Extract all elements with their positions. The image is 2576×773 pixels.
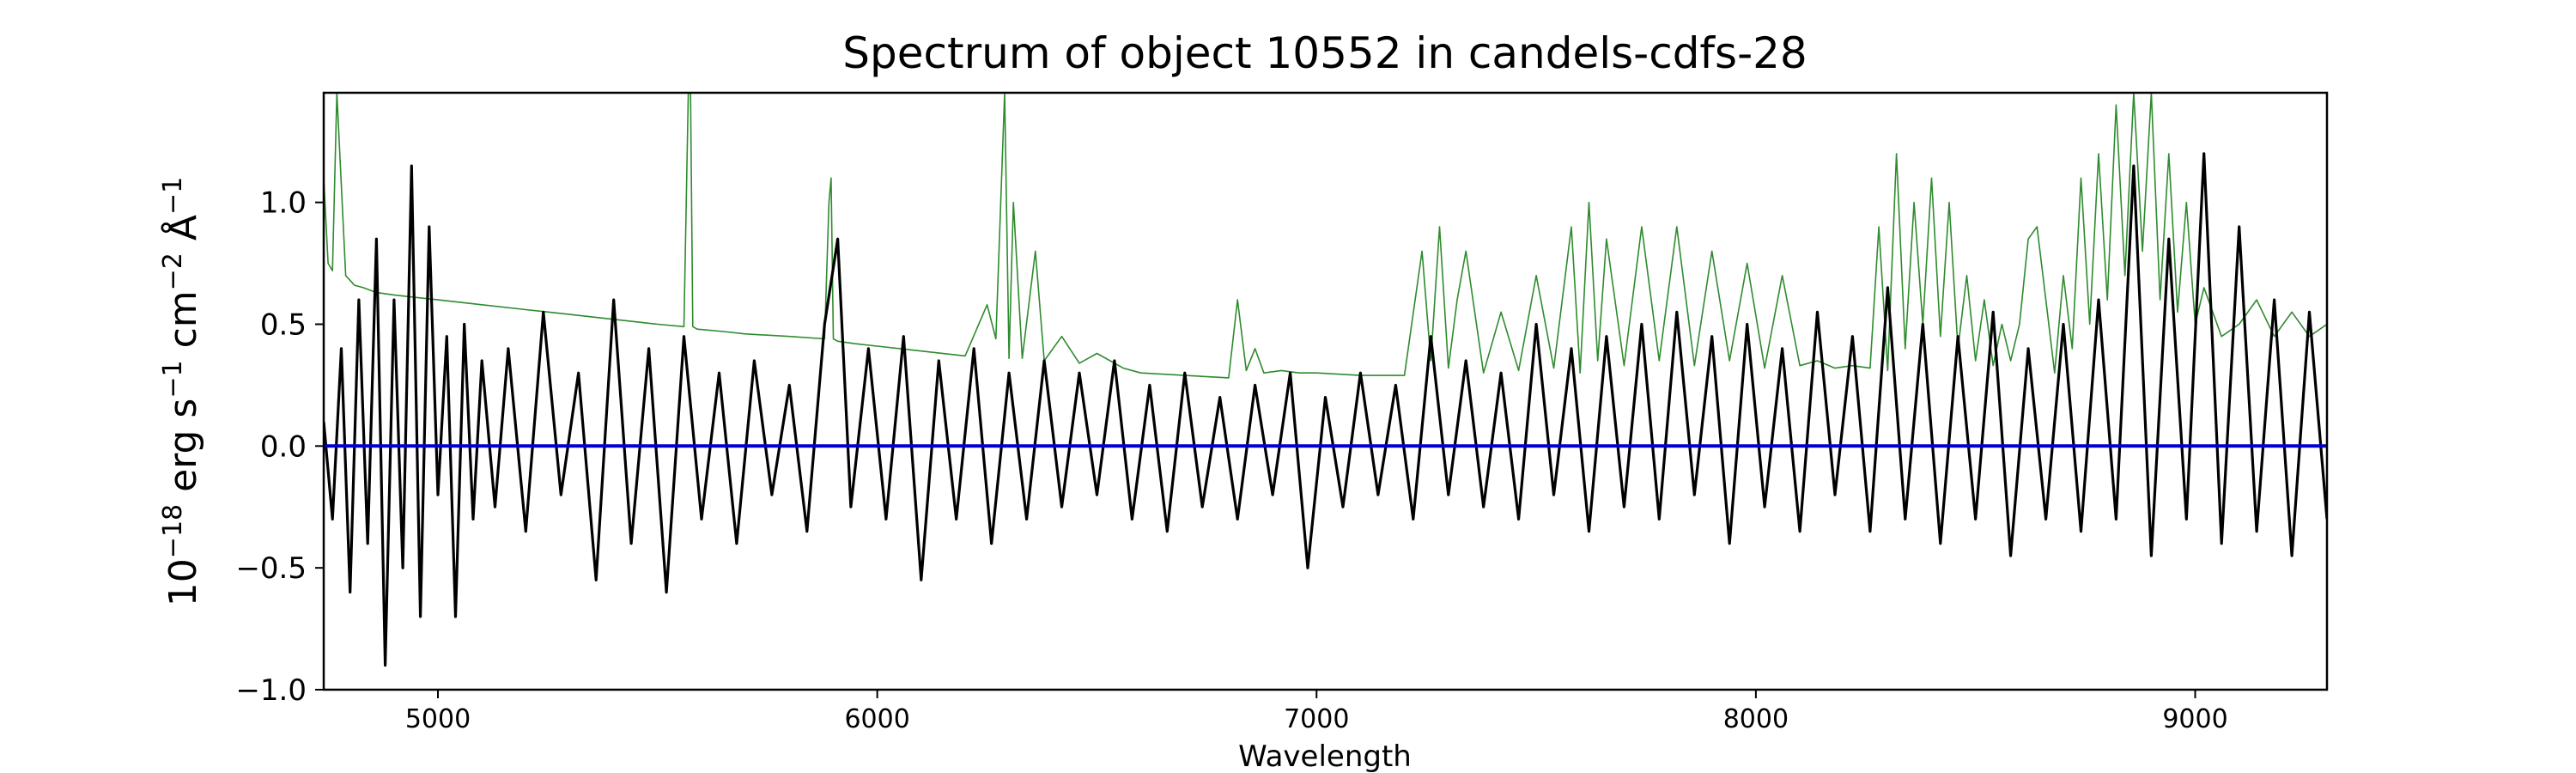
- y-tick-label: 0.0: [260, 429, 307, 464]
- y-label-exp1: −18: [158, 504, 188, 558]
- chart-title: Spectrum of object 10552 in candels-cdfs…: [842, 28, 1807, 78]
- y-label-prefix: 10: [161, 558, 205, 606]
- x-tick-label: 7000: [1284, 704, 1349, 734]
- y-label-unit-c: Å: [160, 215, 205, 253]
- x-axis-ticks: 5000 6000 7000 8000 9000: [405, 690, 2228, 734]
- plot-frame: [322, 91, 2329, 691]
- flux-series-line: [324, 152, 2327, 667]
- y-tick-label: 0.5: [260, 307, 307, 342]
- x-axis-label: Wavelength: [1238, 740, 1412, 773]
- y-label-unit-a: erg s: [161, 399, 205, 504]
- x-tick-label: 9000: [2162, 704, 2227, 734]
- x-tick-label: 8000: [1723, 704, 1789, 734]
- series-layer: [324, 93, 2327, 667]
- y-label-unit-b: cm: [161, 290, 205, 360]
- error-series-line: [324, 93, 2327, 379]
- y-axis-label: 10−18 erg s−1 cm−2 Å−1: [158, 177, 206, 606]
- x-tick-label: 5000: [405, 704, 471, 734]
- y-label-exp3: −2: [158, 253, 188, 290]
- y-tick-label: −1.0: [235, 673, 307, 708]
- x-tick-label: 6000: [844, 704, 909, 734]
- y-axis-ticks: −1.0 −0.5 0.0 0.5 1.0: [235, 186, 324, 708]
- y-tick-label: −0.5: [235, 551, 307, 586]
- y-label-exp4: −1: [158, 177, 188, 215]
- y-tick-label: 1.0: [260, 186, 307, 221]
- y-label-exp2: −1: [158, 360, 188, 398]
